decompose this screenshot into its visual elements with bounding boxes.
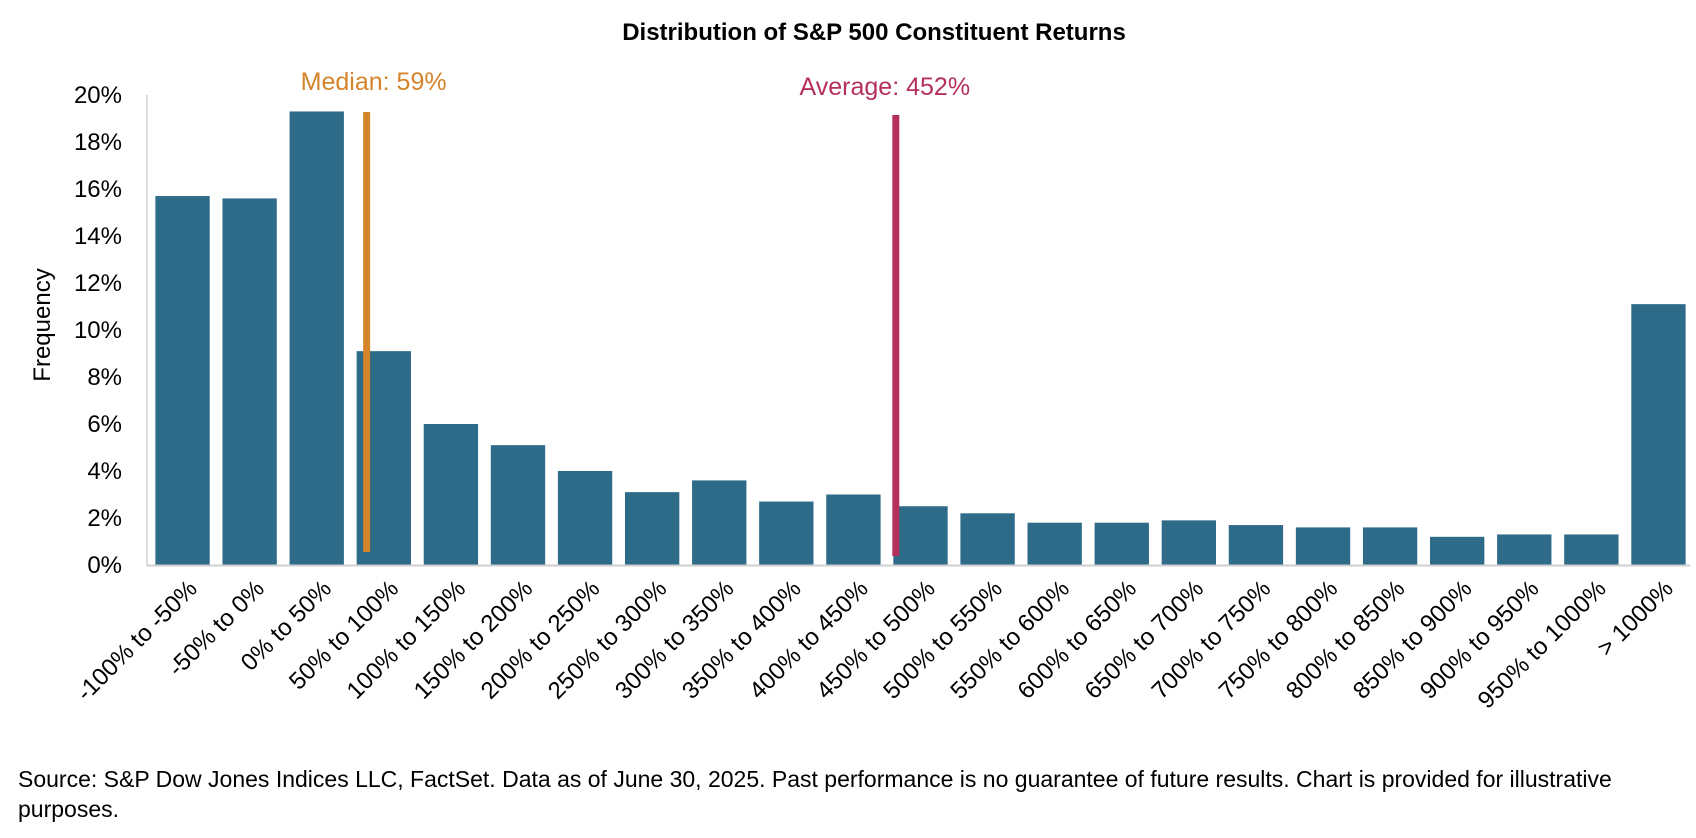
x-tick-label: 450% to 500% — [811, 575, 940, 704]
histogram-bar — [1295, 527, 1351, 565]
chart-title: Distribution of S&P 500 Constituent Retu… — [622, 19, 1126, 46]
x-tick-label: 400% to 450% — [744, 575, 873, 704]
histogram-bar — [423, 424, 479, 565]
histogram-bar — [759, 501, 814, 565]
average-label: Average: 452% — [800, 73, 971, 101]
y-axis-label: Frequency — [29, 268, 56, 381]
histogram-bar — [222, 198, 277, 565]
histogram-bar — [1430, 536, 1485, 565]
x-tick-label: 650% to 700% — [1080, 575, 1209, 704]
histogram-bar — [490, 445, 546, 565]
y-tick-label: 6% — [87, 411, 122, 438]
histogram-bar — [557, 471, 613, 565]
x-tick-label: 800% to 850% — [1281, 575, 1410, 704]
median-label: Median: 59% — [301, 68, 447, 96]
histogram-bar — [893, 506, 948, 565]
y-tick-label: 8% — [87, 364, 122, 391]
x-tick-label: 350% to 400% — [677, 575, 806, 704]
x-tick-label: 150% to 200% — [409, 575, 538, 704]
histogram-bar — [960, 513, 1015, 565]
x-tick-label: 500% to 550% — [878, 575, 1007, 704]
histogram-bar — [826, 494, 881, 565]
histogram-bar — [155, 196, 210, 566]
x-tick-label: 300% to 350% — [610, 575, 739, 704]
y-tick-label: 12% — [74, 270, 122, 297]
source-note: Source: S&P Dow Jones Indices LLC, FactS… — [18, 766, 1612, 822]
histogram-bar — [1228, 525, 1284, 565]
y-tick-label: 2% — [87, 505, 122, 532]
histogram-bar — [1027, 522, 1082, 565]
histogram-bar — [1362, 527, 1418, 565]
histogram-chart: Distribution of S&P 500 Constituent Retu… — [29, 19, 1690, 714]
y-tick-label: 16% — [74, 176, 122, 203]
histogram-bar — [1497, 534, 1552, 565]
y-tick-label: 20% — [74, 82, 122, 109]
y-tick-label: 14% — [74, 223, 122, 250]
x-tick-label: 750% to 800% — [1214, 575, 1343, 704]
y-tick-label: 0% — [87, 552, 122, 579]
x-tick-label: 200% to 250% — [476, 575, 605, 704]
x-tick-label: 550% to 600% — [945, 575, 1074, 704]
histogram-bar — [624, 492, 680, 565]
x-tick-label: 700% to 750% — [1147, 575, 1276, 704]
x-tick-label: 850% to 900% — [1348, 575, 1477, 704]
x-tick-label: 250% to 300% — [543, 575, 672, 704]
x-tick-label: -100% to -50% — [71, 575, 202, 706]
histogram-bar — [1631, 304, 1686, 565]
y-tick-label: 10% — [74, 317, 122, 344]
y-tick-label: 18% — [74, 129, 122, 156]
histogram-bar — [1094, 522, 1149, 565]
histogram-bar — [1564, 534, 1619, 565]
histogram-bar — [1161, 520, 1217, 565]
x-tick-label: 900% to 950% — [1415, 575, 1544, 704]
x-tick-label: 600% to 650% — [1013, 575, 1142, 704]
histogram-bar — [289, 111, 344, 565]
y-tick-label: 4% — [87, 458, 122, 485]
histogram-bar — [692, 480, 747, 565]
x-tick-label: 100% to 150% — [342, 575, 471, 704]
